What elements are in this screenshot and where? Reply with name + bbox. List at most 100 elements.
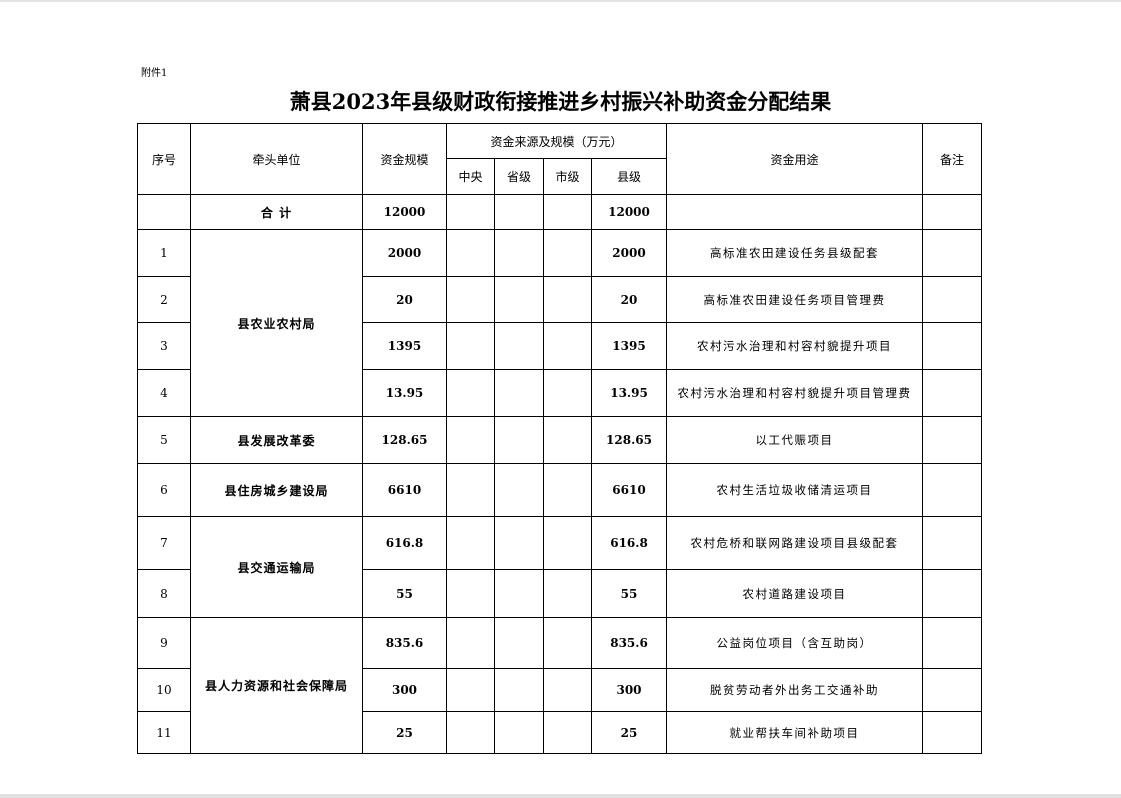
row-city	[543, 276, 592, 323]
row-province	[494, 463, 544, 517]
row-city	[543, 569, 592, 618]
row-usage: 以工代赈项目	[666, 416, 924, 464]
row-seq: 7	[137, 516, 191, 570]
row-province	[494, 569, 544, 618]
cell	[666, 194, 924, 230]
row-usage: 农村污水治理和村容村貌提升项目管理费	[666, 369, 924, 417]
row-note	[922, 229, 983, 277]
row-seq: 2	[137, 276, 191, 323]
row-central	[446, 463, 495, 517]
row-scale: 835.6	[362, 617, 447, 669]
row-scale: 13.95	[362, 369, 447, 417]
lead-unit: 县农业农村局	[190, 229, 363, 417]
page-title: 萧县2023年县级财政衔接推进乡村振兴补助资金分配结果	[289, 89, 832, 114]
row-county: 6610	[590, 463, 668, 517]
row-scale: 25	[362, 711, 447, 754]
subheader-row: 中央 省级 市级 县级	[138, 158, 982, 195]
row-central	[446, 276, 495, 323]
row-central	[446, 516, 495, 570]
row-county: 55	[590, 569, 668, 618]
header-city: 市级	[543, 158, 592, 195]
row-province	[494, 369, 544, 417]
table-row: 5 县发展改革委 128.65 128.65 以工代赈项目	[137, 416, 983, 464]
header-usage: 资金用途	[666, 123, 924, 195]
row-central	[446, 322, 495, 370]
row-seq: 10	[137, 668, 191, 712]
row-province	[494, 668, 544, 712]
row-note	[922, 617, 983, 669]
header-province: 省级	[494, 158, 544, 195]
row-note	[922, 711, 983, 754]
row-note	[922, 569, 983, 618]
header-unit: 牵头单位	[190, 123, 363, 195]
total-label: 合 计	[190, 194, 363, 230]
cell	[494, 194, 544, 230]
row-seq: 11	[137, 711, 191, 754]
row-scale: 2000	[362, 229, 447, 277]
row-central	[446, 369, 495, 417]
cell	[543, 194, 592, 230]
row-central	[446, 668, 495, 712]
row-central	[446, 617, 495, 669]
row-province	[494, 322, 544, 370]
table-row: 6 县住房城乡建设局 6610 6610 农村生活垃圾收储清运项目	[137, 463, 983, 517]
header-seq: 序号	[137, 123, 191, 195]
total-row: 合 计 12000 12000	[137, 194, 983, 230]
table-row: 1 县农业农村局 2000 2000 高标准农田建设任务县级配套	[137, 229, 983, 417]
row-note	[922, 369, 983, 417]
row-usage: 高标准农田建设任务县级配套	[666, 229, 924, 277]
row-county: 2000	[590, 229, 668, 277]
row-central	[446, 416, 495, 464]
row-city	[543, 229, 592, 277]
cell	[446, 194, 495, 230]
lead-unit: 县住房城乡建设局	[190, 463, 363, 517]
row-seq: 4	[137, 369, 191, 417]
row-province	[494, 617, 544, 669]
row-county: 616.8	[590, 516, 668, 570]
row-province	[494, 416, 544, 464]
header-scale: 资金规模	[362, 123, 447, 195]
row-province	[494, 276, 544, 323]
row-seq: 3	[137, 322, 191, 370]
header-source: 资金来源及规模（万元）	[445, 123, 668, 159]
row-usage: 高标准农田建设任务项目管理费	[666, 276, 924, 323]
row-city	[543, 416, 592, 464]
header-note: 备注	[922, 123, 983, 195]
row-usage: 脱贫劳动者外出务工交通补助	[666, 668, 924, 712]
header-county: 县级	[590, 158, 668, 195]
row-central	[446, 711, 495, 754]
row-usage: 就业帮扶车间补助项目	[666, 711, 924, 754]
row-note	[922, 668, 983, 712]
row-central	[446, 569, 495, 618]
row-scale: 300	[362, 668, 447, 712]
table-row: 11 25 25 就业帮扶车间补助项目	[137, 711, 983, 754]
row-city	[543, 463, 592, 517]
lead-unit: 县发展改革委	[190, 416, 363, 464]
header-row: 序号 牵头单位 资金规模 资金来源及规模（万元） 资金用途 备注	[137, 123, 983, 195]
row-usage: 农村生活垃圾收储清运项目	[666, 463, 924, 517]
total-county: 12000	[590, 194, 668, 230]
row-note	[922, 416, 983, 464]
annex-label: 附件1	[141, 68, 168, 79]
row-city	[543, 516, 592, 570]
row-province	[494, 711, 544, 754]
row-city	[543, 322, 592, 370]
cell	[922, 194, 983, 230]
table-row: 4 13.95 13.95 农村污水治理和村容村貌提升项目管理费	[137, 369, 983, 417]
row-note	[922, 463, 983, 517]
row-county: 1395	[590, 322, 668, 370]
cell	[137, 194, 191, 230]
row-scale: 55	[362, 569, 447, 618]
row-seq: 5	[137, 416, 191, 464]
row-usage: 公益岗位项目（含互助岗）	[666, 617, 924, 669]
row-usage: 农村道路建设项目	[666, 569, 924, 618]
table-row: 3 1395 1395 农村污水治理和村容村貌提升项目	[137, 322, 983, 370]
row-city	[543, 369, 592, 417]
row-note	[922, 276, 983, 323]
row-scale: 616.8	[362, 516, 447, 570]
row-seq: 8	[137, 569, 191, 618]
row-usage: 农村危桥和联网路建设项目县级配套	[666, 516, 924, 570]
table-row: 9 县人力资源和社会保障局 835.6 835.6 公益岗位项目（含互助岗）	[137, 617, 983, 754]
row-city	[543, 617, 592, 669]
row-province	[494, 516, 544, 570]
